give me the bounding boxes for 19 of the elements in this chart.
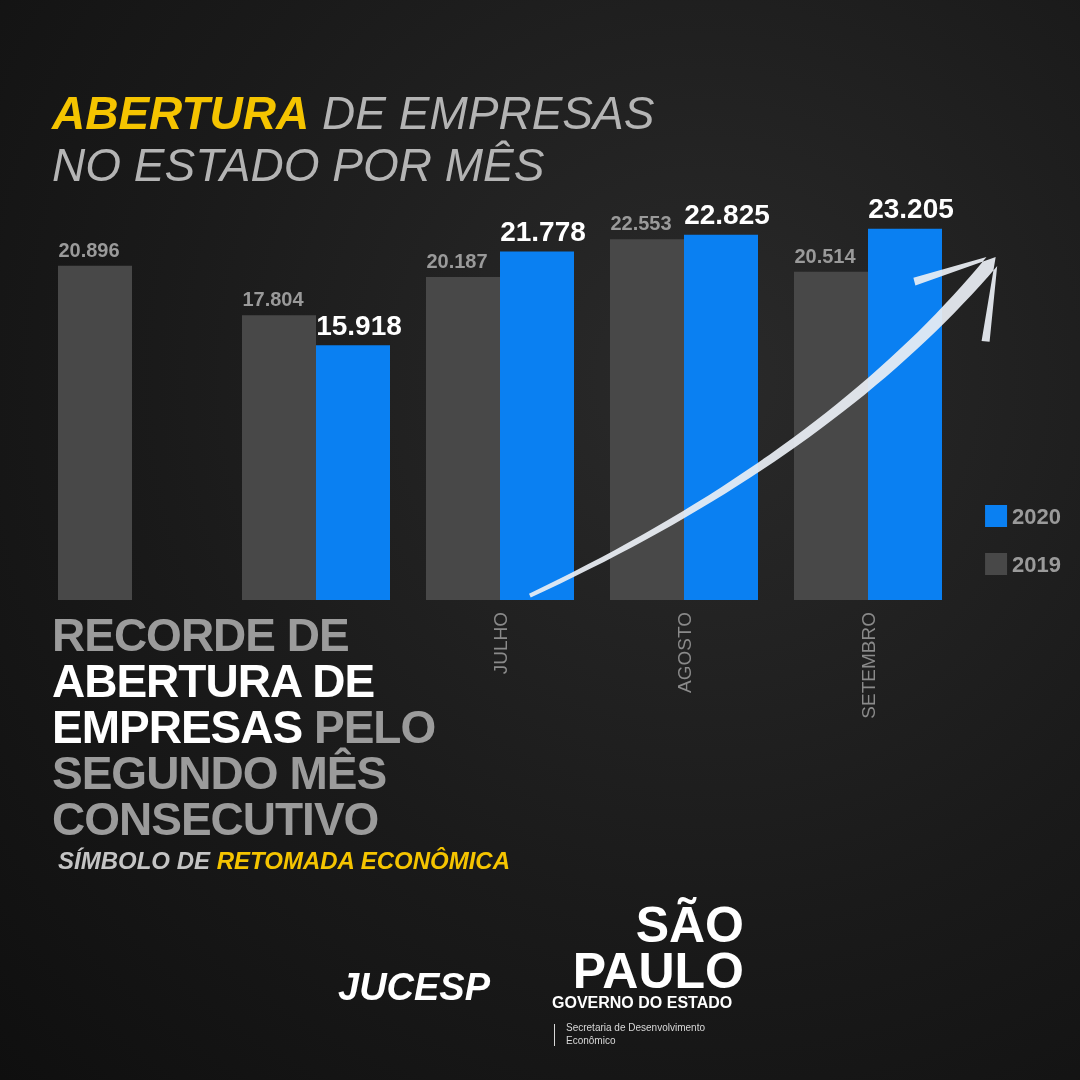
x-tick-label: AGOSTO [673,612,695,693]
data-label: 23.205 [868,193,954,225]
chart-title: ABERTURA DE EMPRESAS NO ESTADO POR MÊS [52,87,656,192]
data-label: 20.514 [794,244,857,267]
data-label: 17.804 [242,288,305,311]
data-label: 15.918 [316,309,402,341]
data-label: 20.187 [426,250,488,273]
legend-label: 2020 [1012,503,1062,529]
x-tick-label: SETEMBRO [857,612,879,719]
data-label: 22.825 [684,199,770,231]
legend-label: 2019 [1012,551,1062,577]
data-label: 21.778 [500,216,586,248]
text: RECORDE DE ABERTURA DE EMPRESAS PELO SEGUNDO MÊS CONSECUTIVO [52,609,436,845]
data-label: 20.896 [58,238,120,261]
text: Secretaria de Desenvolvimento Econômico [566,1022,705,1046]
text: JUCESP [338,966,491,1008]
x-tick-label: JULHO [489,612,511,675]
data-label: 22.553 [610,212,672,235]
text: SÍMBOLO DE RETOMADA ECONÔMICA [58,847,511,874]
